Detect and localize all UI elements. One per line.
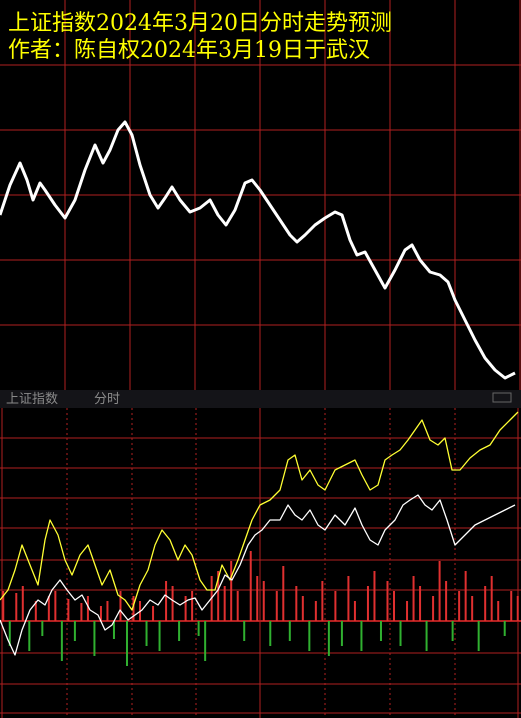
volume-bar	[451, 621, 454, 641]
volume-bar	[217, 571, 220, 621]
volume-bar	[132, 596, 135, 621]
volume-bar	[477, 621, 480, 651]
price-line	[0, 494, 516, 656]
panel-button[interactable]	[492, 392, 512, 403]
volume-bar	[288, 621, 291, 641]
volume-bar	[21, 586, 24, 621]
volume-bar	[497, 601, 500, 621]
volume-bar	[516, 596, 519, 621]
volume-bar	[406, 601, 409, 621]
volume-bar	[236, 591, 239, 621]
volume-bar	[15, 593, 18, 621]
volume-bar	[360, 621, 363, 651]
volume-bar	[256, 576, 259, 621]
volume-bar	[334, 591, 337, 621]
volume-bar	[28, 621, 31, 651]
subtitle: 作者：陈自权2024年3月19日于武汉	[8, 38, 370, 63]
volume-bar	[223, 586, 226, 621]
bottom-grid	[0, 408, 521, 718]
volume-bar	[152, 606, 155, 621]
volume-bar	[125, 621, 128, 666]
volume-bar	[314, 601, 317, 621]
volume-bar	[425, 621, 428, 651]
volume-bar	[249, 551, 252, 621]
volume-bar	[445, 581, 448, 621]
volume-bar	[197, 621, 200, 636]
panel-title: 上证指数	[6, 392, 58, 407]
top-grid	[0, 0, 521, 390]
volume-bar	[379, 621, 382, 641]
volume-bar	[2, 591, 5, 621]
volume-bar	[60, 621, 63, 661]
volume-bar	[171, 586, 174, 621]
volume-bar	[73, 621, 76, 641]
volume-bar	[41, 621, 44, 636]
volume-bar	[8, 621, 11, 646]
volume-bar	[503, 621, 506, 636]
price-line	[0, 120, 516, 380]
volume-bar	[510, 591, 513, 621]
volume-bar	[366, 586, 369, 621]
volume-bar	[393, 591, 396, 621]
volume-bar	[347, 576, 350, 621]
volume-bar	[47, 596, 50, 621]
volume-bar	[399, 621, 402, 646]
volume-bar	[184, 596, 187, 621]
volume-bar	[412, 576, 415, 621]
volume-bar	[301, 596, 304, 621]
volume-bar	[373, 571, 376, 621]
volume-bar	[484, 586, 487, 621]
panel-header	[0, 390, 521, 408]
volume-bar	[432, 596, 435, 621]
volume-bar	[471, 596, 474, 621]
volume-bar	[67, 599, 70, 621]
volume-bar	[158, 621, 161, 651]
volume-bar	[106, 601, 109, 621]
volume-bar	[438, 561, 441, 621]
volume-bar	[54, 591, 57, 621]
volume-bar	[490, 576, 493, 621]
volume-bar	[340, 621, 343, 646]
volume-bar	[295, 586, 298, 621]
volume-bar	[458, 591, 461, 621]
volume-bar	[262, 581, 265, 621]
volume-bar	[321, 581, 324, 621]
volume-bar	[419, 586, 422, 621]
volume-bar	[86, 596, 89, 621]
volume-bar	[282, 566, 285, 621]
volume-bar	[99, 606, 102, 621]
volume-bar	[178, 621, 181, 641]
price-line	[0, 411, 519, 611]
volume-bar	[80, 603, 83, 621]
volume-bar	[230, 561, 233, 621]
volume-bar	[353, 601, 356, 621]
volume-bar	[145, 621, 148, 646]
volume-bar	[243, 621, 246, 641]
volume-bar	[386, 581, 389, 621]
volume-bar	[308, 621, 311, 651]
volume-bar	[269, 621, 272, 646]
volume-bar	[191, 591, 194, 621]
volume-bar	[204, 621, 207, 661]
volume-bar	[112, 621, 115, 639]
title: 上证指数2024年3月20日分时走势预测	[8, 11, 392, 36]
plot	[0, 120, 519, 666]
panel-period: 分时	[94, 392, 120, 407]
volume-bar	[165, 581, 168, 621]
volume-bar	[464, 571, 467, 621]
volume-bar	[93, 621, 96, 656]
volume-bar	[275, 591, 278, 621]
volume-bar	[327, 621, 330, 656]
volume-bar	[119, 591, 122, 621]
volume-bar	[34, 601, 37, 621]
